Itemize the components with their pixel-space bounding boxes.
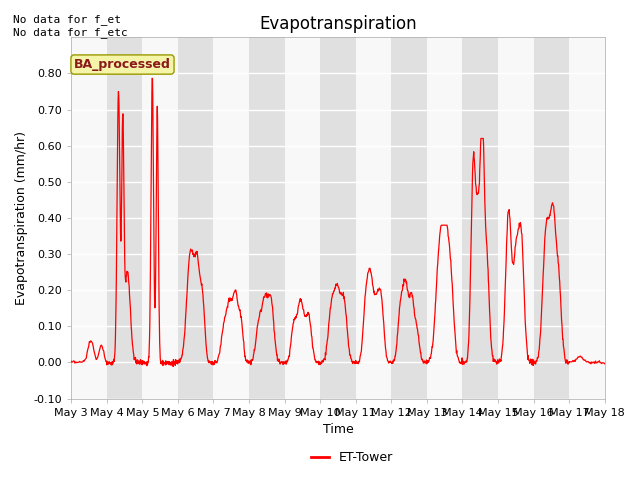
Legend: ET-Tower: ET-Tower xyxy=(305,446,399,469)
Bar xyxy=(356,37,391,398)
Bar xyxy=(569,37,605,398)
Bar xyxy=(249,37,285,398)
Bar xyxy=(71,37,107,398)
Bar xyxy=(534,37,569,398)
Bar xyxy=(605,37,640,398)
Bar xyxy=(178,37,214,398)
Bar xyxy=(391,37,427,398)
Bar xyxy=(214,37,249,398)
Bar xyxy=(107,37,142,398)
X-axis label: Time: Time xyxy=(323,423,353,436)
Bar xyxy=(498,37,534,398)
Bar xyxy=(320,37,356,398)
Bar xyxy=(427,37,462,398)
Title: Evapotranspiration: Evapotranspiration xyxy=(259,15,417,33)
Bar xyxy=(285,37,320,398)
Y-axis label: Evapotranspiration (mm/hr): Evapotranspiration (mm/hr) xyxy=(15,131,28,305)
Text: BA_processed: BA_processed xyxy=(74,58,171,71)
Bar xyxy=(462,37,498,398)
Bar xyxy=(142,37,178,398)
Text: No data for f_et
No data for f_etc: No data for f_et No data for f_etc xyxy=(13,14,127,38)
